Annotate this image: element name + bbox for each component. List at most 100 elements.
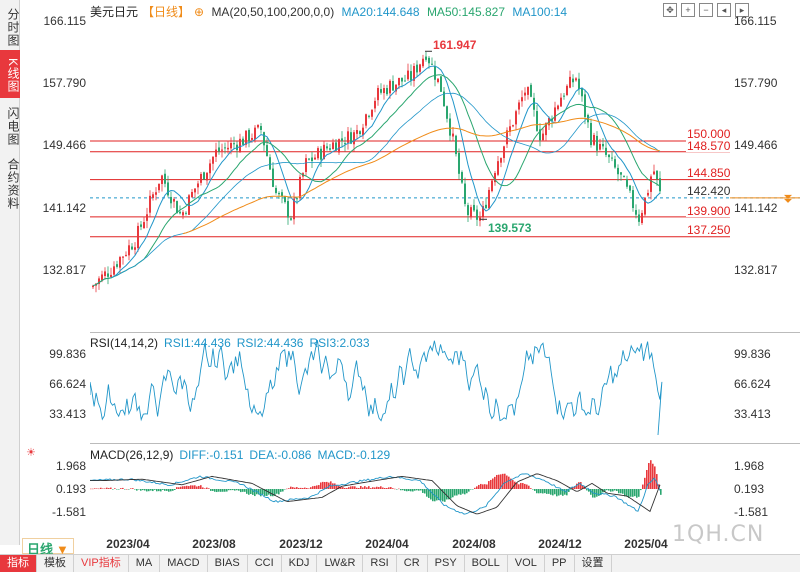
tab-psy[interactable]: PSY	[428, 555, 465, 572]
candle-body	[110, 274, 112, 278]
move-right-icon[interactable]: ▸	[735, 3, 749, 17]
macd-histogram-bar	[100, 487, 102, 489]
date-tick: 2023/08	[192, 537, 236, 551]
macd-histogram-bar	[354, 486, 356, 489]
rsi-title[interactable]: RSI(14,14,2)	[90, 336, 159, 350]
add-indicator-icon[interactable]: ⊕	[194, 5, 205, 19]
macd-histogram-bar	[236, 489, 238, 491]
macd-histogram-bar	[140, 489, 142, 491]
macd-histogram-bar	[472, 489, 474, 490]
macd-histogram-bar	[504, 473, 506, 489]
candle-body	[440, 76, 442, 92]
tab-lwr[interactable]: LW&R	[317, 555, 364, 572]
candle-body	[590, 123, 592, 146]
macd-histogram-bar	[194, 485, 196, 489]
macd-title[interactable]: MACD(26,12,9)	[90, 448, 174, 462]
price-tick: 149.466	[42, 138, 86, 152]
tab-rsi[interactable]: RSI	[363, 555, 397, 572]
ma50-line	[92, 74, 661, 287]
macd-histogram-bar	[592, 489, 594, 498]
move-left-icon[interactable]: ◂	[717, 3, 731, 17]
candle-body	[242, 138, 244, 145]
tab-bias[interactable]: BIAS	[208, 555, 248, 572]
chevron-down-icon: ▼	[56, 542, 69, 557]
candle-body	[524, 92, 526, 96]
candle-body	[557, 105, 559, 110]
ma-params[interactable]: MA(20,50,100,200,0,0)	[211, 5, 335, 19]
macd-histogram-bar	[418, 489, 420, 491]
tab-vol[interactable]: VOL	[508, 555, 545, 572]
tab-pp[interactable]: PP	[545, 555, 575, 572]
rsi-chart[interactable]	[90, 335, 730, 440]
tab-vip-indicators[interactable]: VIP指标	[74, 555, 129, 572]
macd-chart[interactable]	[90, 445, 730, 533]
candle-body	[569, 76, 571, 88]
candle-body	[563, 95, 565, 97]
macd-histogram-bar	[98, 488, 100, 490]
candle-body	[410, 71, 412, 81]
candle-body	[149, 195, 151, 213]
candlestick-chart[interactable]	[90, 18, 800, 298]
macd-histogram-bar	[562, 489, 564, 496]
candle-body	[515, 111, 517, 125]
macd-histogram-bar	[250, 489, 252, 494]
candle-body	[218, 147, 220, 152]
macd-histogram-bar	[362, 487, 364, 489]
candle-body	[446, 106, 448, 119]
macd-histogram-bar	[582, 485, 584, 489]
candle-body	[284, 196, 286, 203]
side-tab-timeshare[interactable]: 分时图	[6, 7, 20, 47]
candle-body	[113, 266, 115, 275]
macd-histogram-bar	[128, 489, 130, 490]
zoom-fit-icon[interactable]: ✥	[663, 3, 677, 17]
candle-body	[644, 197, 646, 215]
ma100-line	[110, 92, 661, 279]
candle-body	[281, 192, 283, 197]
tab-ma[interactable]: MA	[129, 555, 161, 572]
tab-settings[interactable]: 设置	[575, 555, 612, 572]
candle-body	[341, 138, 343, 141]
candle-body	[365, 114, 367, 126]
candle-body	[614, 159, 616, 168]
macd-histogram-bar	[512, 480, 514, 489]
macd-histogram-bar	[114, 488, 116, 489]
macd-histogram-bar	[382, 487, 384, 489]
macd-histogram-bar	[414, 489, 416, 491]
candle-body	[254, 127, 256, 140]
side-tab-kline[interactable]: K线图	[0, 50, 20, 98]
macd-histogram-bar	[102, 488, 104, 489]
tab-indicators[interactable]: 指标	[0, 555, 37, 572]
side-tab-contract-info[interactable]: 合约资料	[6, 158, 20, 210]
candle-body	[266, 145, 268, 156]
settings-gear-icon[interactable]: ☀	[26, 447, 36, 459]
tab-kdj[interactable]: KDJ	[282, 555, 318, 572]
macd-histogram-bar	[328, 482, 330, 489]
macd-histogram-bar	[300, 487, 302, 489]
macd-histogram-bar	[320, 482, 322, 489]
tab-cr[interactable]: CR	[397, 555, 428, 572]
macd-histogram-bar	[356, 487, 358, 489]
tab-cci[interactable]: CCI	[248, 555, 282, 572]
zoom-in-icon[interactable]: +	[681, 3, 695, 17]
period-dropdown[interactable]: 日线 ▼	[22, 538, 74, 557]
candle-body	[119, 257, 121, 268]
macd-histogram-bar	[316, 485, 318, 489]
side-tab-flash[interactable]: 闪电图	[6, 106, 20, 146]
tab-boll[interactable]: BOLL	[465, 555, 508, 572]
candle-body	[230, 142, 232, 149]
candle-body	[338, 139, 340, 153]
period-label[interactable]: 【日线】	[142, 5, 191, 19]
macd-histogram-bar	[524, 483, 526, 489]
tab-templates[interactable]: 模板	[37, 555, 74, 572]
macd-diff-value: DIFF:-0.151	[179, 448, 244, 462]
candle-body	[278, 192, 280, 195]
macd-histogram-bar	[228, 489, 230, 491]
candle-body	[380, 89, 382, 93]
zoom-out-icon[interactable]: −	[699, 3, 713, 17]
candle-body	[554, 107, 556, 121]
tab-macd[interactable]: MACD	[160, 555, 208, 572]
macd-histogram-bar	[160, 489, 162, 492]
macd-histogram-bar	[444, 489, 446, 502]
macd-histogram-bar	[448, 489, 450, 500]
macd-histogram-bar	[560, 489, 562, 495]
